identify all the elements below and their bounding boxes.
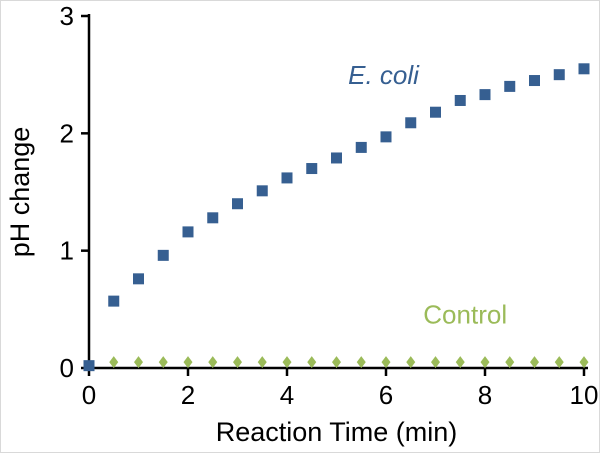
data-point-e-coli: [380, 131, 392, 143]
data-point-control: [233, 356, 242, 369]
data-point-e-coli: [405, 117, 417, 129]
data-point-e-coli: [133, 273, 144, 285]
data-point-control: [332, 356, 341, 369]
data-point-e-coli: [479, 89, 491, 101]
data-point-control: [530, 356, 539, 369]
data-point-e-coli: [306, 163, 318, 175]
x-tick-label: 2: [181, 380, 195, 410]
data-point-e-coli: [430, 106, 441, 118]
data-point-e-coli: [529, 75, 540, 87]
data-point-e-coli: [504, 80, 516, 92]
data-point-control: [158, 356, 168, 369]
series-label-control: Control: [423, 299, 507, 329]
data-point-control: [554, 356, 564, 369]
series-label-e-coli: E. coli: [348, 60, 420, 90]
x-tick-label: 6: [379, 380, 393, 410]
data-point-control: [505, 356, 515, 369]
data-point-control: [257, 356, 267, 369]
data-point-e-coli: [578, 63, 590, 75]
data-point-e-coli: [454, 94, 466, 106]
data-point-control: [431, 356, 440, 369]
data-point-e-coli: [256, 185, 268, 197]
data-point-e-coli: [83, 360, 95, 372]
data-point-e-coli: [331, 152, 342, 164]
y-tick-label: 0: [60, 353, 74, 383]
data-point-e-coli: [553, 69, 565, 81]
data-point-e-coli: [108, 295, 120, 307]
x-tick-label: 4: [280, 380, 294, 410]
y-tick-label: 3: [60, 1, 74, 31]
data-point-e-coli: [207, 212, 219, 224]
x-axis-title: Reaction Time (min): [216, 417, 458, 447]
data-point-control: [109, 356, 119, 369]
data-point-control: [455, 356, 465, 369]
data-point-e-coli: [355, 141, 367, 153]
x-tick-label: 10: [570, 380, 599, 410]
data-point-control: [480, 356, 490, 369]
data-point-control: [134, 356, 143, 369]
data-point-e-coli: [232, 198, 243, 210]
data-point-control: [356, 356, 366, 369]
data-point-control: [307, 356, 317, 369]
data-point-control: [208, 356, 218, 369]
x-tick-label: 0: [82, 380, 96, 410]
data-point-e-coli: [281, 172, 293, 184]
data-point-e-coli: [182, 226, 194, 238]
data-point-control: [183, 356, 193, 369]
y-axis-title: pH change: [5, 127, 35, 258]
x-tick-label: 8: [478, 380, 492, 410]
data-point-control: [381, 356, 391, 369]
y-tick-label: 2: [60, 118, 74, 148]
data-point-control: [282, 356, 292, 369]
data-point-control: [579, 356, 589, 369]
data-point-control: [406, 356, 416, 369]
y-tick-label: 1: [60, 236, 74, 266]
data-point-e-coli: [157, 249, 169, 261]
